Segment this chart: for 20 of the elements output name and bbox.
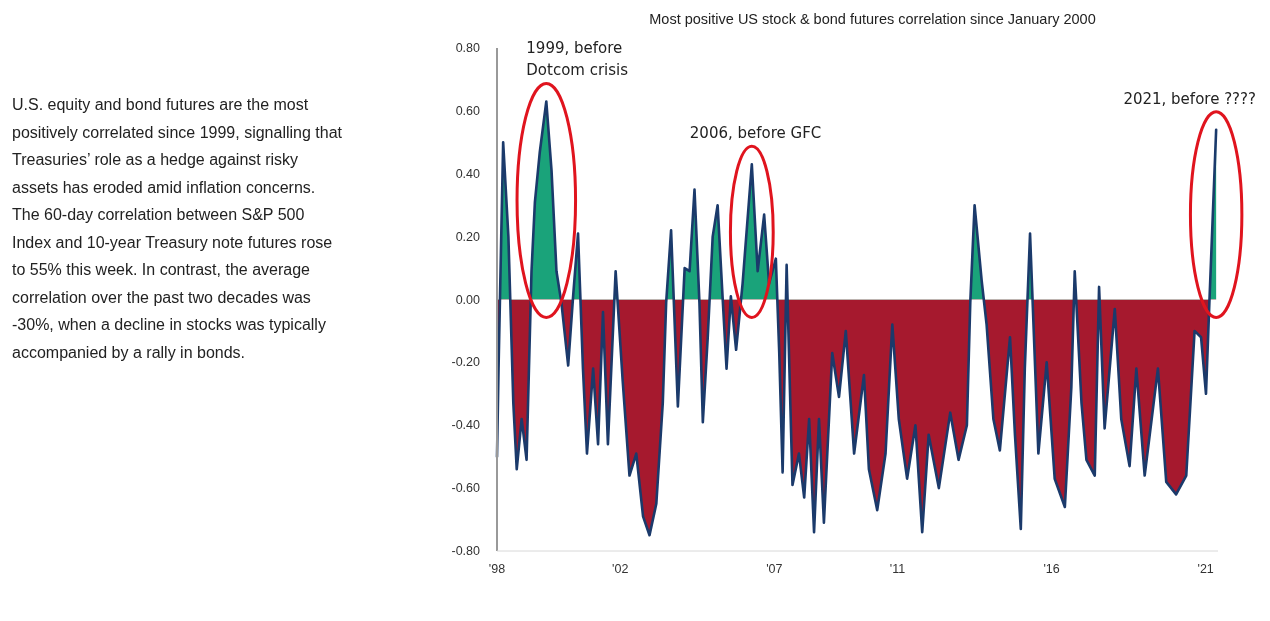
text: U.S. equity and bond futures are the most positively correlated since 1999, signalling that Treasuries’ role as a hedge against risky assets has eroded amid inflation concerns. The 60-day correlation between S&P 500 Index and 10-year Treasury note futures rose to 55% this week. In contrast, the average correlation over the past two decades was -30%, when a decline in stocks was typically accompanied by a rally in bonds.	[12, 96, 342, 361]
x-tick-label: '11	[889, 562, 906, 576]
chart-title: Most positive US stock & bond futures correlation since January 2000	[649, 11, 1096, 27]
y-tick-label: -0.60	[451, 481, 481, 496]
x-tick-label: '16	[1043, 562, 1060, 576]
y-tick-label: -0.20	[451, 355, 481, 370]
y-tick-label: 0.20	[455, 229, 481, 244]
y-tick-label: 0.60	[455, 103, 481, 118]
annotation: 2021, before ????	[1123, 89, 1256, 108]
y-tick-label: 0.80	[455, 41, 481, 55]
y-tick-label: 0.40	[455, 166, 481, 181]
y-tick-label: -0.80	[451, 544, 481, 558]
annotation: 2006, before GFC	[689, 124, 822, 143]
annotation: 1999, before Dotcom crisis	[526, 39, 629, 80]
y-tick-label: 0.00	[455, 292, 481, 307]
y-tick-label: -0.40	[451, 418, 481, 433]
x-tick-label: '21	[1197, 562, 1214, 576]
x-tick-label: '98	[488, 562, 506, 576]
x-tick-label: '07	[766, 562, 783, 576]
x-tick-label: '02	[612, 562, 629, 576]
